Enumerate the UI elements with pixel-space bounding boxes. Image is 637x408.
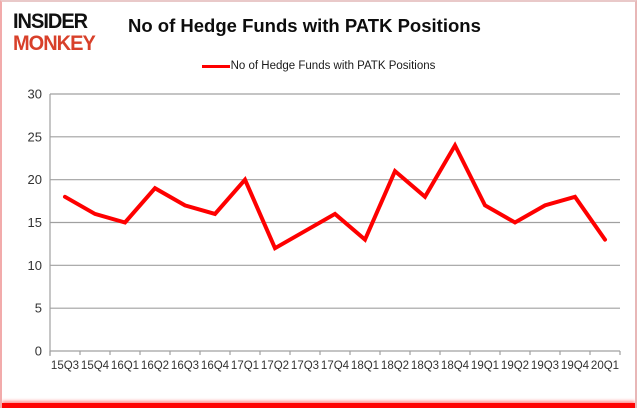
logo-text-monkey: MONKEY — [13, 31, 96, 56]
x-tick-label: 17Q4 — [321, 360, 350, 372]
x-tick-label: 16Q3 — [171, 360, 199, 372]
y-tick-label: 30 — [28, 87, 42, 102]
x-tick-label: 15Q4 — [81, 360, 110, 372]
x-tick-label: 18Q4 — [441, 360, 470, 372]
x-tick-label: 15Q3 — [51, 360, 79, 372]
insider-monkey-logo: INSIDER MONKEY — [13, 9, 96, 56]
x-tick-label: 17Q3 — [291, 360, 319, 372]
chart-title: No of Hedge Funds with PATK Positions — [128, 15, 481, 36]
line-series — [63, 141, 607, 252]
y-tick-label: 15 — [28, 215, 42, 230]
x-tick-label: 20Q1 — [591, 360, 619, 372]
x-tick-label: 18Q3 — [411, 360, 439, 372]
x-tick-label: 18Q1 — [351, 360, 379, 372]
y-tick-label: 10 — [28, 258, 42, 273]
x-tick-label: 16Q2 — [141, 360, 169, 372]
legend-line-swatch-icon — [201, 64, 230, 68]
y-tick-label: 25 — [28, 129, 42, 144]
x-tick-label: 19Q4 — [561, 360, 590, 372]
bottom-border — [2, 403, 635, 408]
x-tick-label: 16Q1 — [111, 360, 139, 372]
x-tick-label: 18Q2 — [381, 360, 409, 372]
x-tick-label: 19Q1 — [471, 360, 499, 372]
logo-text-insider: INSIDER — [13, 9, 88, 34]
y-tick-label: 5 — [35, 301, 42, 316]
x-tick-label: 19Q2 — [501, 360, 529, 372]
legend-label: No of Hedge Funds with PATK Positions — [230, 60, 436, 72]
legend: No of Hedge Funds with PATK Positions — [2, 60, 635, 72]
x-tick-label: 19Q3 — [531, 360, 559, 372]
x-tick-label: 17Q1 — [231, 360, 259, 372]
y-tick-label: 0 — [35, 344, 42, 359]
x-tick-label: 17Q2 — [261, 360, 289, 372]
y-tick-label: 20 — [28, 172, 42, 187]
x-tick-label: 16Q4 — [201, 360, 230, 372]
